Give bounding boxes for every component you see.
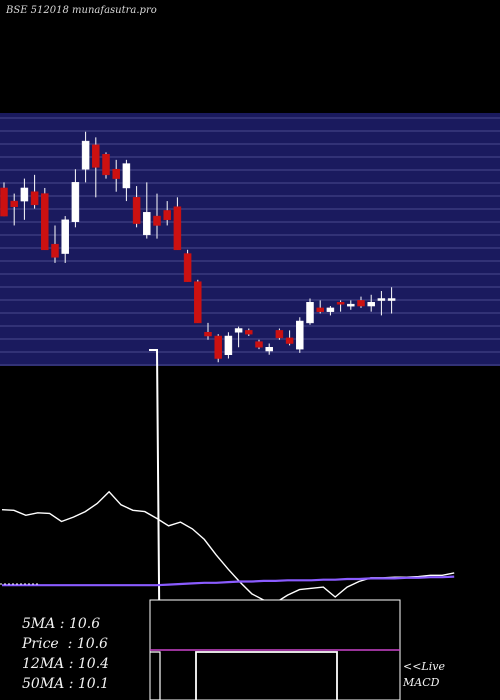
stat-50ma-label: 50MA	[22, 676, 65, 692]
candle-body	[153, 215, 161, 226]
candle-body	[51, 243, 59, 258]
candle-body	[183, 253, 192, 282]
candle-body	[224, 335, 233, 356]
indicator-panel	[0, 490, 455, 604]
candle-body	[316, 307, 324, 312]
candlestick-series	[0, 131, 396, 363]
macd-histogram	[195, 651, 338, 700]
stat-12ma: 12MA : 10.4	[22, 656, 110, 672]
stat-50ma-value: 10.1	[77, 676, 110, 692]
candle-body	[214, 335, 222, 359]
stat-50ma: 50MA : 10.1	[22, 676, 110, 692]
ticker-label: BSE 512018	[6, 5, 69, 16]
candle-body	[112, 168, 120, 179]
candle-body	[132, 197, 141, 224]
candle-body	[30, 191, 39, 206]
candle-body	[387, 298, 396, 301]
candle-body	[285, 337, 294, 344]
macd-bar	[150, 651, 161, 700]
candle-body	[347, 303, 355, 307]
candle-body	[296, 320, 304, 350]
candle-body	[81, 140, 90, 170]
stat-5ma-label: 5MA	[22, 616, 56, 632]
candle-body	[71, 182, 80, 222]
candle-body	[367, 302, 375, 307]
macd-label: MACD	[403, 676, 440, 689]
candle-body	[204, 332, 212, 337]
candle-body	[275, 330, 284, 339]
candle-body	[10, 200, 18, 207]
stat-price-label: Price	[22, 636, 59, 652]
stat-5ma-value: 10.6	[68, 616, 101, 632]
volume-spike-line	[149, 349, 161, 700]
signal-line	[2, 575, 455, 587]
header: BSE 512018 munafasutra.pro	[6, 5, 157, 16]
candle-body	[326, 307, 335, 312]
stat-5ma: 5MA : 10.6	[22, 616, 101, 632]
price-panel-background	[0, 113, 500, 366]
candle-body	[122, 163, 131, 189]
live-label: <<Live	[403, 660, 445, 673]
candle-body	[357, 300, 365, 307]
stat-price: Price : 10.6	[22, 636, 108, 652]
spike-line	[149, 349, 161, 700]
price-grid	[0, 117, 500, 366]
candle-body	[173, 206, 182, 251]
candle-body	[20, 187, 29, 202]
candle-body	[336, 302, 345, 305]
candle-body	[102, 153, 110, 176]
candle-body	[234, 328, 243, 333]
candle-body	[265, 347, 273, 352]
candle-body	[306, 302, 314, 324]
candle-body	[194, 281, 202, 324]
stat-12ma-value: 10.4	[77, 656, 110, 672]
stat-12ma-label: 12MA	[22, 656, 65, 672]
candle-body	[245, 330, 253, 335]
candle-body	[163, 210, 171, 221]
candle-body	[61, 219, 69, 254]
site-label: munafasutra.pro	[72, 5, 157, 16]
candle-body	[143, 212, 151, 236]
candle-body	[377, 298, 386, 301]
candle-body	[0, 187, 8, 217]
candle-body	[92, 144, 100, 168]
macd-panel	[149, 599, 401, 700]
candle-body	[255, 341, 263, 348]
candle-body	[41, 193, 49, 251]
stat-price-value: 10.6	[76, 636, 108, 652]
